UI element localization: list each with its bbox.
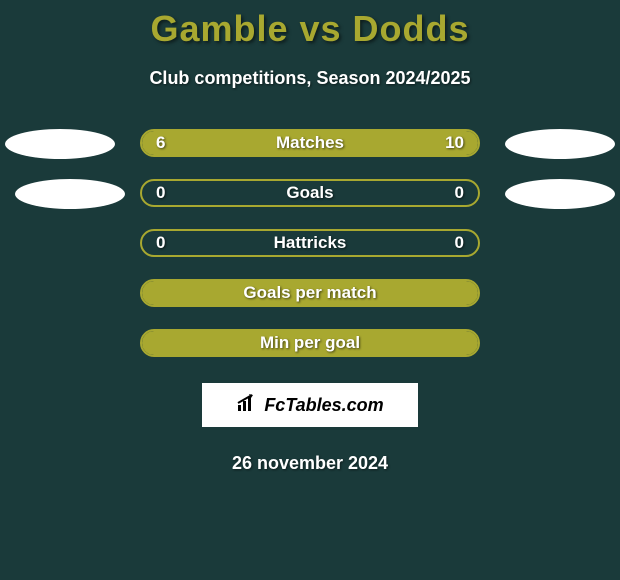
bar-label: Goals per match: [142, 283, 478, 303]
right-ellipse: [505, 129, 615, 159]
bar-label: Matches: [142, 133, 478, 153]
stat-bar: 610Matches: [140, 129, 480, 157]
brand-text: FcTables.com: [264, 395, 383, 416]
page-subtitle: Club competitions, Season 2024/2025: [0, 68, 620, 89]
bar-label: Goals: [142, 183, 478, 203]
stat-bar: 00Hattricks: [140, 229, 480, 257]
left-ellipse: [5, 129, 115, 159]
stat-row: 610Matches: [0, 129, 620, 157]
stats-content: 610Matches 00Goals 00Hattricks Goals per ma…: [0, 129, 620, 474]
page-title: Gamble vs Dodds: [0, 0, 620, 50]
bar-label: Hattricks: [142, 233, 478, 253]
bar-label: Min per goal: [142, 333, 478, 353]
date-label: 26 november 2024: [232, 453, 388, 474]
stat-row: 00Hattricks: [0, 229, 620, 257]
stat-bar: 00Goals: [140, 179, 480, 207]
stat-bar: Min per goal: [140, 329, 480, 357]
brand-chart-icon: [236, 393, 260, 418]
stat-bar: Goals per match: [140, 279, 480, 307]
stat-row: 00Goals: [0, 179, 620, 207]
right-ellipse: [505, 179, 615, 209]
stat-row: Goals per match: [0, 279, 620, 307]
brand-box: FcTables.com: [202, 383, 418, 427]
left-ellipse: [15, 179, 125, 209]
stat-row: Min per goal: [0, 329, 620, 357]
